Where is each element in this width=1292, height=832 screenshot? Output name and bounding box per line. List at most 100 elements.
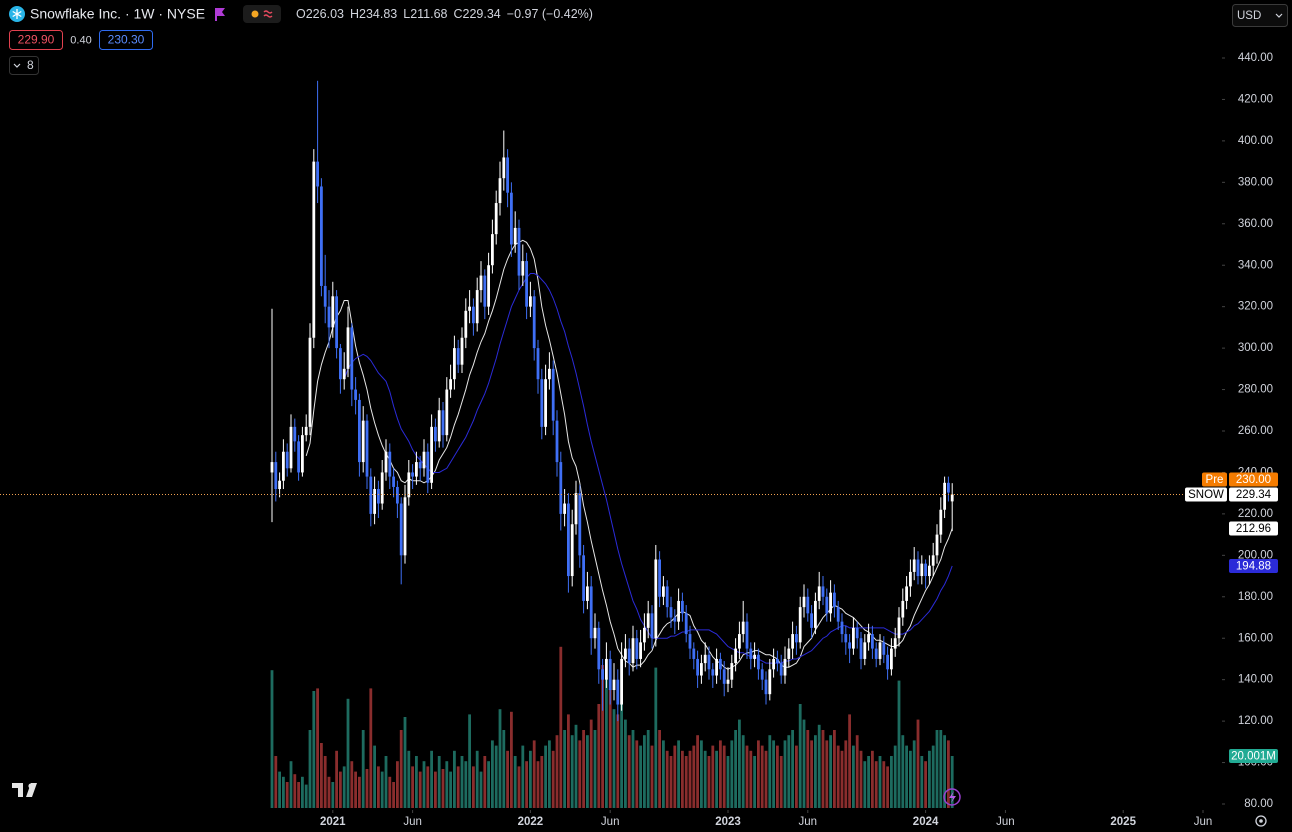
candle-body [715,658,718,676]
volume-bar [342,766,346,808]
volume-bar [684,756,688,808]
candle-body [289,426,293,469]
volume-bar [787,735,791,808]
volume-bar [365,769,369,808]
bid-box[interactable] [9,30,63,50]
settings-button[interactable] [1255,815,1267,827]
candle-body [924,563,927,577]
chart-title[interactable]: Snowflake Inc. · 1W · NYSE [30,6,205,22]
candle-body [829,592,832,614]
prefix: C [454,7,463,21]
volume-bar [692,745,696,808]
candle-body [586,586,589,601]
volume-bar [555,735,559,808]
candle-body [430,426,433,483]
volume-bar [510,711,513,808]
volume-bar [449,771,452,808]
volume-bar [939,730,943,808]
candle-body [529,296,532,307]
candle-body [301,435,304,473]
candle-body [437,410,441,442]
volume-bar [274,756,278,808]
candle-body [434,426,437,442]
indicator-count[interactable]: 8 [27,58,34,72]
candle-body [525,261,528,307]
candle-body [544,379,547,427]
volume-bar [741,735,745,808]
candle-body [365,420,369,477]
candle-body [487,265,490,307]
candle-layer [270,80,954,722]
volume-bar [570,735,574,808]
volume-bar [912,740,916,808]
indicators-toggle[interactable] [9,56,39,75]
volume-bar [817,724,821,808]
volume-bar [658,730,661,808]
currency-select[interactable] [1232,4,1288,27]
volume-bar [377,766,380,808]
x-tick-label: 2021 [320,816,346,828]
last-price-bg [1229,487,1278,502]
y-tick-label: 260.00 [1238,425,1273,437]
candle-body [453,348,456,380]
premarket-tag: Pre [1206,474,1224,486]
volume-bar [859,750,863,808]
volume-bar [403,717,407,808]
volume-bar [369,688,373,808]
candle-body [901,600,905,618]
flag-icon[interactable] [215,8,225,21]
candle-body [304,426,308,436]
candle-body [323,285,327,307]
candle-body [897,617,901,639]
session-badge[interactable] [243,5,281,23]
volume-bar [855,735,859,808]
volume-bar [662,740,665,808]
candle-body [692,648,696,659]
bid[interactable]: 229.90 [18,33,55,47]
candle-body [734,648,737,664]
volume-bar [354,771,357,808]
volume-bar [582,730,585,808]
y-tick-label: 160.00 [1238,632,1273,644]
volume-bar [468,714,471,808]
y-tick-label: 220.00 [1238,508,1273,520]
volume-bar [627,735,631,808]
candle-body [905,586,908,601]
ask-box[interactable] [99,30,153,50]
candle-body [810,613,813,628]
y-tick-label: 380.00 [1238,176,1273,188]
candle-body [521,261,525,276]
events-button[interactable] [943,788,961,806]
volume-bar [897,680,901,808]
volume-bar [464,761,468,808]
currency[interactable]: USD [1237,10,1261,22]
volume-bar [852,745,855,808]
candle-body [624,648,627,659]
candle-body [282,451,285,481]
candle-body [669,607,673,618]
volume-bar [445,761,449,808]
tv-logo-dot [28,783,34,789]
volume-bar [867,756,870,808]
volume-bar [654,667,658,808]
ask[interactable]: 230.30 [108,33,145,47]
candle-body [346,327,350,369]
volume-bar [916,719,920,808]
volume-bar [320,743,323,808]
volume-bar [407,750,411,808]
volume-bar [814,735,817,808]
candle-body [795,634,798,643]
volume-bar [612,709,616,808]
volume-bar [901,735,905,808]
volume-bar [589,719,593,808]
candle-body [890,648,893,670]
y-tick-label: 120.00 [1238,715,1273,727]
volume-bar [415,756,418,808]
candle-body [681,600,684,614]
volume-bar [840,750,844,808]
volume-bar [605,678,608,808]
volume-bar [331,782,335,808]
candle-body [802,596,806,608]
candle-body [848,642,851,649]
candle-body [764,679,768,695]
